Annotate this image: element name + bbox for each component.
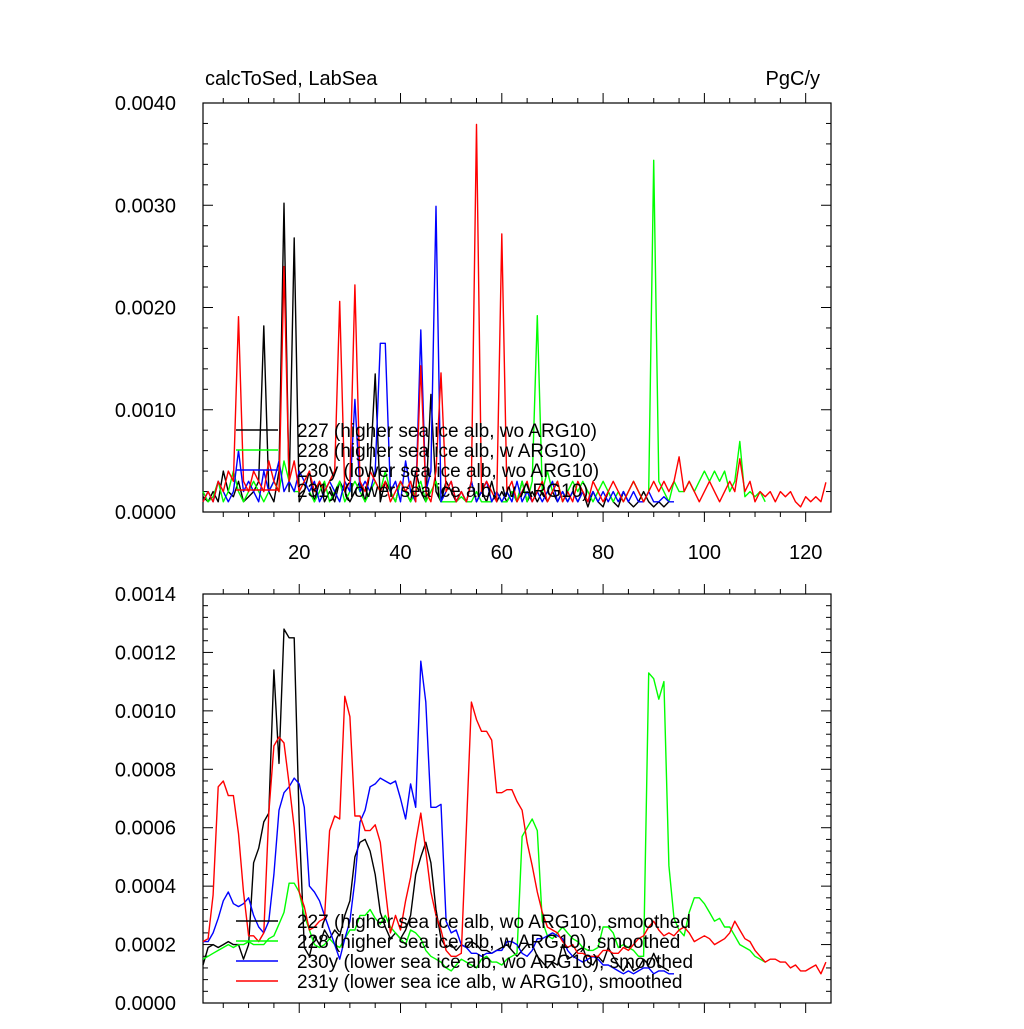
- y-tick-label: 0.0006: [115, 818, 176, 840]
- y-tick-label: 0.0008: [115, 759, 176, 781]
- chart-title: calcToSed, LabSea: [205, 68, 378, 90]
- y-tick-label: 0.0020: [115, 298, 176, 320]
- legend-label: 227 (higher sea ice alb, wo ARG10), smoo…: [297, 912, 691, 933]
- y-tick-label: 0.0004: [115, 876, 176, 898]
- units-label: PgC/y: [766, 68, 820, 90]
- y-tick-label: 0.0010: [115, 400, 176, 422]
- bottom-plot: 0.0000 0.0002 0.0004 0.0006 0.0008 0.0010 0.00…: [115, 584, 832, 1015]
- legend-label: 230y (lower sea ice alb, wo ARG10): [297, 461, 599, 482]
- y-tick-label: 0.0012: [115, 642, 176, 664]
- x-tick-label: 60: [491, 542, 513, 564]
- y-tick-label: 0.0010: [115, 701, 176, 723]
- series-line-4: [202, 123, 827, 508]
- top-plot: 0.0000 0.0010 0.0020 0.0030 0.0040 20 40 60 80 10…: [115, 93, 832, 564]
- legend-label: 228 (higher sea ice alb, w ARG10): [297, 441, 586, 462]
- y-tick-label: 0.0000: [115, 502, 176, 524]
- series-line-1: [202, 202, 670, 508]
- x-tick-label: 120: [789, 542, 822, 564]
- legend-label: 231y (lower sea ice alb, w ARG10): [297, 481, 588, 502]
- legend-label: 230y (lower sea ice alb, wo ARG10), smoo…: [297, 952, 693, 973]
- x-tick-label: 80: [592, 542, 614, 564]
- y-tick-label: 0.0002: [115, 935, 176, 957]
- series-line-2: [202, 159, 766, 503]
- plot-frame: [202, 593, 832, 1004]
- series-line-3: [203, 660, 674, 975]
- y-tick-label: 0.0000: [115, 993, 176, 1015]
- legend-label: 228 (higher sea ice alb, w ARG10), smoot…: [297, 932, 680, 953]
- series-line-4: [202, 695, 827, 975]
- series-line-3: [202, 205, 674, 503]
- series-line-2: [202, 672, 766, 972]
- y-tick-label: 0.0030: [115, 195, 176, 217]
- legend-label: 227 (higher sea ice alb, wo ARG10): [297, 421, 597, 442]
- x-tick-label: 20: [288, 542, 310, 564]
- y-tick-label: 0.0040: [115, 93, 176, 115]
- legend-label: 231y (lower sea ice alb, w ARG10), smoot…: [297, 972, 682, 993]
- x-tick-label: 40: [389, 542, 411, 564]
- series-line-1: [202, 628, 670, 972]
- y-tick-label: 0.0014: [115, 584, 176, 606]
- x-tick-label: 100: [688, 542, 721, 564]
